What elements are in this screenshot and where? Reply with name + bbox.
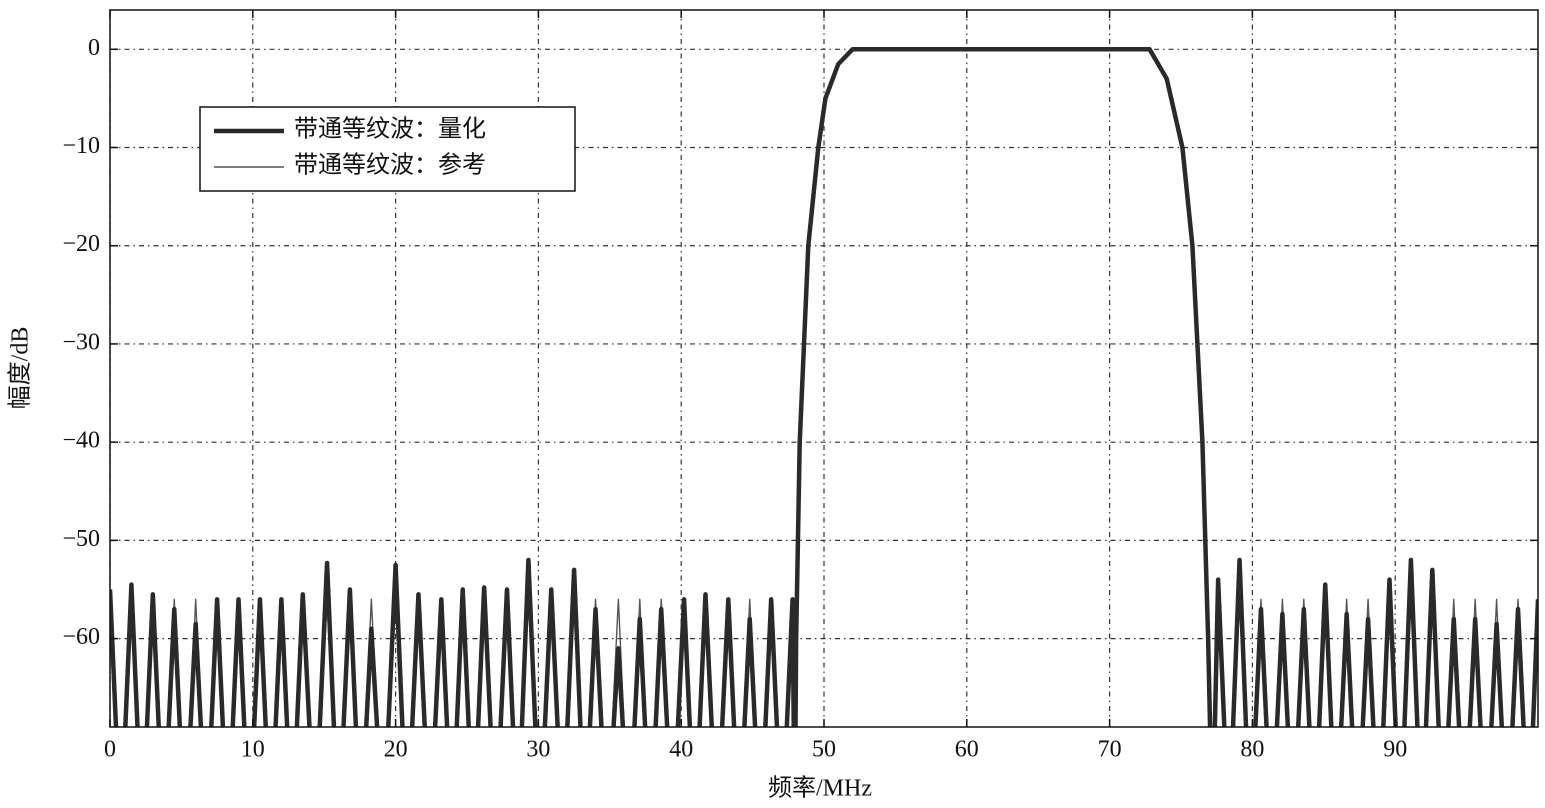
- x-axis-label: 频率/MHz: [768, 775, 872, 802]
- x-tick-label: 50: [812, 737, 836, 763]
- x-tick-label: 10: [241, 737, 265, 763]
- legend-label: 带通等纹波：参考: [294, 152, 486, 179]
- y-tick-label: −10: [62, 133, 100, 159]
- legend-label: 带通等纹波：量化: [294, 116, 486, 143]
- grid: [109, 10, 1538, 727]
- y-axis-label: 幅度/dB: [7, 327, 34, 410]
- x-tick-label: 90: [1383, 737, 1407, 763]
- lines: [110, 47, 1538, 727]
- y-tick-label: −50: [62, 526, 100, 552]
- y-tick-label: −60: [62, 624, 100, 650]
- y-tick-label: −30: [62, 329, 100, 355]
- labels: −60 −50 −40 −30 −20 −10 0 0 10 20 30 40 50 60 70 80 90: [62, 10, 1538, 763]
- x-tick-label: 70: [1098, 737, 1122, 763]
- x-tick-label: 80: [1240, 737, 1264, 763]
- legend-box: [199, 106, 576, 192]
- x-tick-label: 20: [384, 737, 408, 763]
- y-tick-label: −20: [62, 231, 100, 257]
- y-tick-label: 0: [88, 35, 100, 61]
- x-tick-label: 0: [104, 737, 116, 763]
- x-tick-label: 60: [955, 737, 979, 763]
- x-tick-label: 40: [669, 737, 693, 763]
- y-tick-label: −40: [62, 428, 100, 454]
- x-tick-label: 30: [526, 737, 550, 763]
- series-line: [110, 47, 1538, 727]
